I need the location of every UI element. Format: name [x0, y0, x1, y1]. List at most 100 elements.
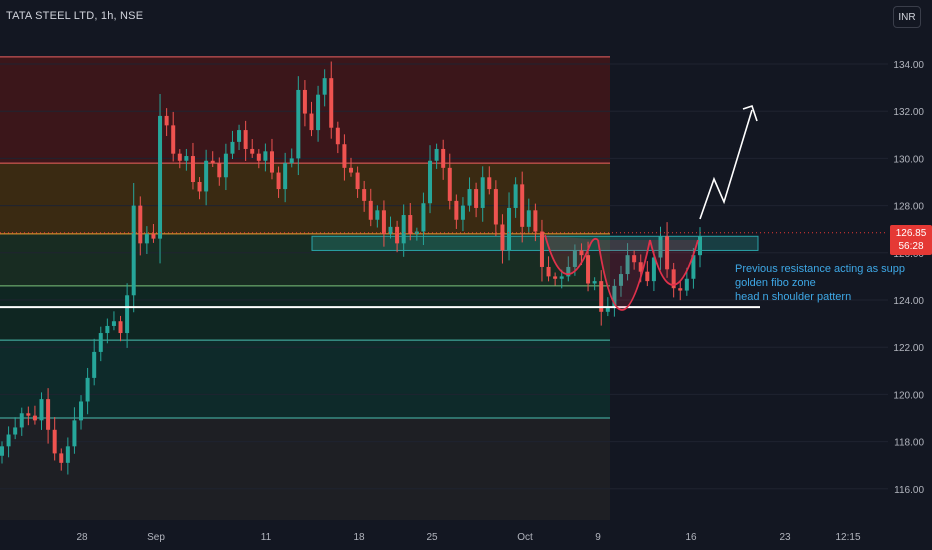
fib-band [0, 418, 610, 520]
candle-body [618, 274, 623, 286]
candle-body [434, 148, 439, 161]
time-axis: 28 Sep 11 18 25 Oct 9 16 23 12:15 [0, 522, 932, 550]
candle-body [349, 167, 353, 173]
candle-body [158, 115, 163, 239]
candle-body [39, 399, 44, 421]
candle-body [625, 255, 630, 275]
candle-body [375, 210, 380, 220]
candle-body [612, 285, 617, 308]
candle-body [605, 307, 610, 312]
symbol-title: TATA STEEL LTD, 1h, NSE [6, 10, 144, 22]
candle-body [13, 427, 18, 435]
candle-body [269, 151, 274, 173]
candle-body [553, 276, 558, 279]
candle-body [474, 189, 479, 208]
candle-body [65, 446, 70, 463]
candle-body [32, 415, 37, 421]
price-axis: 116.00118.00120.00122.00124.00126.00128.… [888, 0, 932, 550]
candle-body [190, 156, 195, 182]
y-tick-label: 120.00 [893, 390, 924, 401]
candle-body [460, 205, 465, 220]
candle-body [59, 453, 64, 463]
x-tick-label: 25 [426, 532, 438, 543]
annotation-line-1: Previous resistance acting as supp [735, 263, 905, 275]
candle-body [0, 446, 4, 456]
x-tick-label: Oct [517, 532, 533, 543]
price-axis-bg [888, 0, 932, 550]
annotation-line-3: head n shoulder pattern [735, 291, 852, 303]
candle-body [105, 325, 110, 334]
candle-body [684, 278, 689, 291]
fib-band [0, 340, 610, 418]
candle-body [26, 413, 31, 416]
candle-body [217, 163, 222, 178]
candle-body [335, 127, 340, 145]
fib-bands [0, 56, 610, 520]
currency-button[interactable]: INR [893, 6, 921, 28]
candle-body [276, 172, 281, 190]
fib-band [0, 285, 610, 341]
candle-body [171, 125, 176, 154]
candle-body [428, 160, 433, 204]
candle-body [263, 151, 268, 161]
candle-body [316, 94, 321, 131]
candle-body [559, 276, 564, 279]
candle-body [250, 148, 255, 154]
candle-body [111, 321, 116, 326]
x-tick-label: Sep [147, 532, 165, 543]
projection-arrowhead [742, 104, 758, 122]
candle-body [566, 266, 571, 277]
candle-body [500, 224, 505, 251]
y-tick-label: 132.00 [893, 107, 924, 118]
candle-body [421, 203, 426, 232]
candle-body [283, 163, 288, 190]
candle-body [658, 236, 663, 258]
candle-body [177, 153, 182, 161]
candle-body [395, 226, 400, 244]
y-tick-label: 118.00 [894, 438, 924, 449]
y-tick-label: 134.00 [893, 60, 924, 71]
candle-body [638, 262, 643, 272]
fib-band [0, 163, 610, 234]
candle-body [513, 184, 518, 208]
candle-body [579, 250, 584, 256]
candle-body [210, 160, 215, 164]
x-tick-label: 28 [76, 532, 88, 543]
x-tick-label: 23 [779, 532, 791, 543]
candle-body [151, 233, 156, 239]
candle-body [441, 148, 446, 168]
candle-body [342, 144, 347, 168]
y-tick-label: 130.00 [893, 154, 924, 165]
candle-body [52, 429, 57, 454]
candle-body [408, 215, 413, 234]
candle-body [447, 167, 452, 201]
y-tick-label: 124.00 [893, 296, 924, 307]
candle-body [85, 377, 90, 402]
candle-body [401, 215, 406, 244]
candle-body [309, 113, 314, 131]
last-price-tag: 126.85 56:28 [890, 225, 932, 255]
candle-body [125, 295, 130, 334]
candle-body [204, 160, 209, 192]
candle-body [138, 205, 143, 244]
candle-body [599, 281, 604, 312]
candle-body [493, 189, 498, 225]
candle-body [144, 233, 149, 244]
candle-body [46, 399, 51, 430]
candle-body [322, 78, 327, 95]
candle-body [368, 200, 373, 220]
candle-body [79, 401, 84, 421]
candle-body [546, 266, 551, 277]
candle-body [289, 158, 294, 164]
left-shoulder-arc [544, 234, 599, 276]
candle-body [256, 153, 261, 161]
candle-body [329, 78, 334, 128]
candle-body [362, 189, 367, 201]
candle-body [131, 205, 136, 296]
candle-body [526, 210, 531, 227]
candle-body [381, 210, 386, 234]
candles [0, 61, 702, 475]
candle-body [243, 130, 248, 149]
candle-body [223, 153, 228, 178]
